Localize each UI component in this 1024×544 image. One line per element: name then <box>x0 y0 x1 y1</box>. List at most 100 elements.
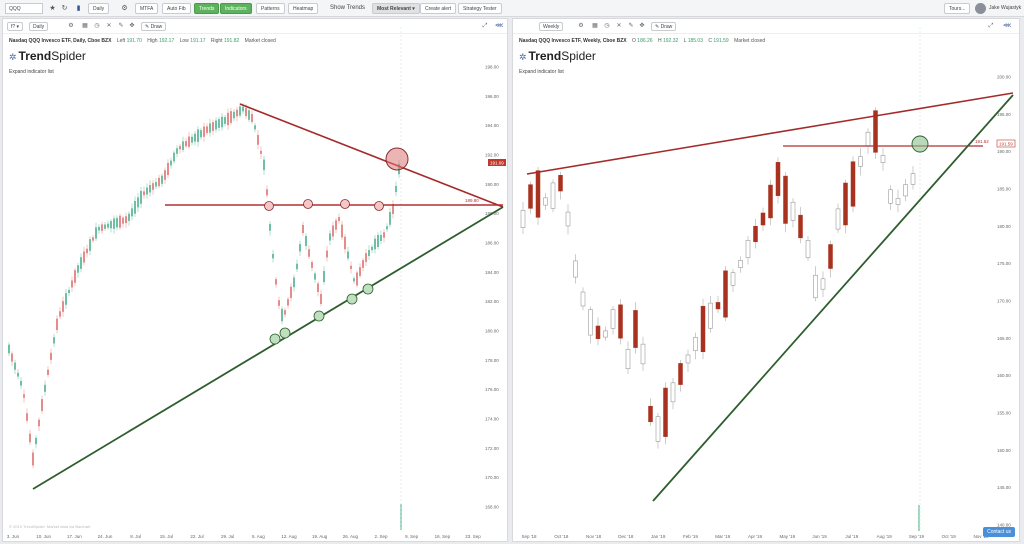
right-grid-icon[interactable]: ▦ <box>592 23 598 29</box>
candle-body <box>182 141 184 150</box>
candle-body <box>89 239 91 251</box>
left-expand-icon[interactable]: ⤢ <box>482 23 488 29</box>
candle-body <box>888 189 893 204</box>
trends-button[interactable]: Trends <box>194 3 220 14</box>
right-x-tick-label: Mar '19 <box>715 534 730 539</box>
left-support-trendline[interactable] <box>32 206 504 490</box>
heatmap-button[interactable]: Heatmap <box>288 3 319 14</box>
candle-body <box>389 211 391 225</box>
right-logo-b: Spider <box>561 49 596 63</box>
left-expand-indicator-link[interactable]: Expand indicator list <box>9 69 54 75</box>
right-chart[interactable]: 200.00 195.00 190.00 185.00 180.00 175.00 170.… <box>513 19 1020 542</box>
left-resistance-label: 189.80 <box>465 198 479 203</box>
candle-body <box>314 273 316 280</box>
left-settings-icon[interactable]: ⚙ <box>68 23 74 29</box>
right-price-tag-text: 191.59 <box>999 142 1013 147</box>
timeframe-select[interactable]: Daily <box>88 3 110 14</box>
candle-body <box>284 310 286 315</box>
right-x-axis: Sep '18 Oct '18 Nov '18 Dec '18 Jan '19 Feb '… <box>521 534 989 539</box>
candle-body <box>53 337 55 344</box>
right-support-trendline[interactable] <box>652 94 1014 502</box>
candle-body <box>374 238 376 250</box>
candle-body <box>371 246 373 251</box>
right-expand-icon[interactable]: ⤢ <box>988 23 994 29</box>
right-pencil-icon[interactable]: ✎ <box>628 23 634 29</box>
candle-body <box>359 267 361 276</box>
right-status: Market closed <box>734 38 766 44</box>
avatar[interactable] <box>975 3 986 14</box>
chart-type-icon[interactable]: ▮ <box>76 5 81 12</box>
most-relevant-dropdown[interactable]: Most Relevant ▾ <box>372 3 420 14</box>
candle-body <box>41 399 43 411</box>
left-title-line: Nasdaq QQQ Invesco ETF, Daily, Cboe BZX … <box>9 38 276 44</box>
right-expand-indicator-link[interactable]: Expand indicator list <box>519 69 564 75</box>
tours-button[interactable]: Tours... <box>944 3 971 14</box>
contact-us-button[interactable]: Contact us <box>983 527 1015 537</box>
left-chart[interactable]: 198.00196.00194.00192.00190.00188.00186.… <box>3 19 508 542</box>
candle-body <box>152 183 154 190</box>
candle-body <box>68 289 70 294</box>
right-draw-button[interactable]: ✎ Draw <box>651 22 677 31</box>
candle-body <box>805 240 811 258</box>
candle-body <box>35 437 37 445</box>
candle-body <box>194 133 196 142</box>
left-grid-icon[interactable]: ▦ <box>82 23 88 29</box>
right-clock-icon[interactable]: ◷ <box>604 23 610 29</box>
indicators-button[interactable]: Indicators <box>220 3 252 14</box>
candle-body <box>176 148 178 154</box>
patterns-button[interactable]: Patterns <box>256 3 285 14</box>
right-settings-icon[interactable]: ⚙ <box>578 23 584 29</box>
right-price-tag <box>996 139 1016 148</box>
left-pencil-icon[interactable]: ✎ <box>118 23 124 29</box>
left-y-tick-label: 170.00 <box>485 475 499 480</box>
create-alert-button[interactable]: Create alert <box>420 3 457 14</box>
auto-fib-button[interactable]: Auto Fib <box>162 3 191 14</box>
right-l-value: 185.03 <box>687 38 703 44</box>
candle-body <box>71 280 73 288</box>
candle-body <box>296 263 298 270</box>
left-right-value: 191.82 <box>223 38 240 44</box>
candle-body <box>383 232 385 238</box>
left-lock-icon[interactable]: ✕ <box>106 23 112 29</box>
left-draw-button[interactable]: ✎ Draw <box>141 22 167 31</box>
left-resistance-trendline[interactable] <box>239 103 504 208</box>
candle-body <box>191 136 193 143</box>
candle-body <box>380 235 382 241</box>
left-clock-icon[interactable]: ◷ <box>94 23 100 29</box>
symbol-input[interactable]: QQQ <box>5 3 43 14</box>
star-icon[interactable]: ★ <box>49 5 56 12</box>
candle-body <box>350 265 352 269</box>
right-lock-icon[interactable]: ✕ <box>616 23 622 29</box>
left-candles <box>8 102 402 530</box>
candle-body <box>573 260 578 278</box>
candle-body <box>392 203 394 215</box>
left-support-touch <box>279 327 291 339</box>
candle-body <box>302 225 304 233</box>
refresh-icon[interactable]: ↻ <box>61 5 68 12</box>
candle-body <box>368 249 370 257</box>
mtfa-button[interactable]: MTFA <box>135 3 159 14</box>
left-y-tick-label: 168.00 <box>485 505 499 510</box>
candle-body <box>185 141 187 147</box>
settings-icon[interactable]: ⚙ <box>121 5 128 12</box>
strategy-tester-button[interactable]: Strategy Tester <box>458 3 502 14</box>
candle-body <box>236 109 238 117</box>
left-y-tick-label: 178.00 <box>485 358 499 363</box>
right-interval-select[interactable]: Weekly <box>539 22 564 31</box>
left-share-icon[interactable]: ⋘ <box>495 23 504 29</box>
top-toolbar: QQQ ★ ↻ ▮ Daily ⚙ MTFA Auto Fib Trends I… <box>0 0 1024 17</box>
left-draw-mode-select[interactable]: f? ▾ <box>7 22 24 31</box>
right-cross-icon[interactable]: ✥ <box>639 23 645 29</box>
left-interval-select[interactable]: Daily <box>29 22 49 31</box>
right-resistance-trendline[interactable] <box>526 92 1014 175</box>
left-x-axis: 3. Jun 10. Jun 17. Jun 24. Jun 8. Jul 15. Jul… <box>7 534 481 539</box>
candle-body <box>353 278 355 282</box>
left-cross-icon[interactable]: ✥ <box>129 23 135 29</box>
right-candles <box>520 107 920 531</box>
user-name[interactable]: Jake Wujastyk <box>989 5 1022 11</box>
candle-body <box>723 270 728 318</box>
candle-body <box>693 337 698 351</box>
candle-body <box>783 175 788 224</box>
right-y-tick-label: 160.00 <box>997 373 1011 378</box>
right-share-icon[interactable]: ⋘ <box>1003 23 1012 29</box>
